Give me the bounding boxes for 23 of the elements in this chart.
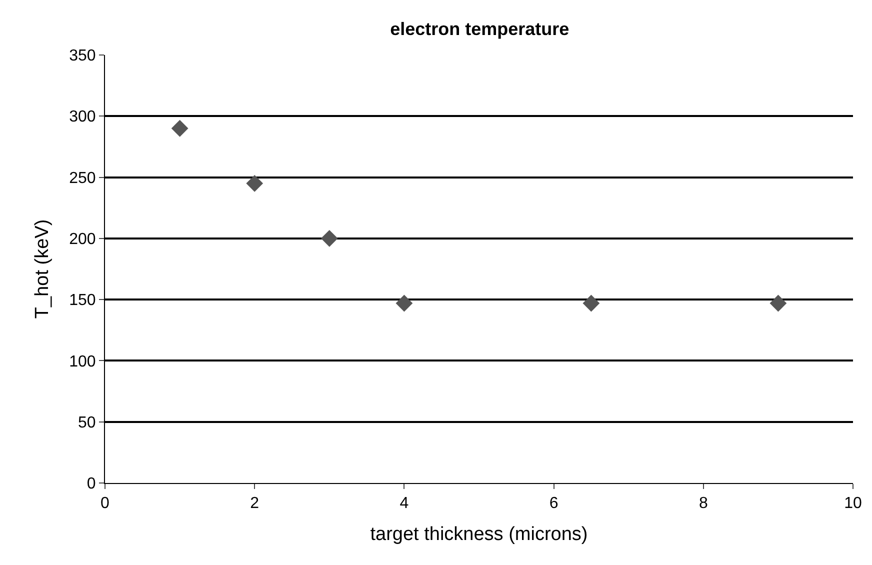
y-tick-label: 150 (69, 292, 96, 310)
y-tick-label: 0 (86, 476, 96, 493)
point (396, 294, 413, 312)
x-tick-label: 10 (844, 495, 862, 512)
x-tick-label: 4 (400, 495, 409, 512)
y-tick-label: 200 (69, 231, 96, 248)
y-tick-label: 100 (69, 353, 96, 370)
x-tick-label: 2 (250, 495, 260, 512)
point (246, 174, 264, 192)
point (582, 294, 600, 312)
point (320, 230, 338, 247)
chart-title: electron temperature (390, 19, 570, 40)
point (770, 294, 787, 312)
y-tick-label: 250 (69, 170, 96, 187)
point (171, 120, 188, 137)
y-tick-label: 350 (69, 48, 96, 65)
y-axis-title: T_hot (keV) (32, 219, 53, 319)
x-tick-label: 0 (100, 495, 110, 512)
x-tick-label: 8 (698, 495, 708, 512)
x-axis-title: target thickness (microns) (370, 524, 588, 545)
y-tick-label: 50 (78, 414, 96, 432)
x-tick-label: 6 (549, 495, 558, 512)
y-tick-label: 300 (69, 108, 96, 126)
